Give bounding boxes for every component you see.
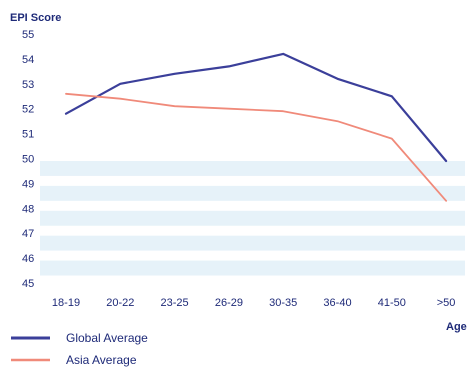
y-tick-label: 45 [22,278,34,290]
y-tick-label: 54 [22,54,34,66]
legend-label: Asia Average [66,353,137,367]
legend: Global Average Asia Average [11,331,148,367]
y-tick-labels: 45 46 47 48 49 50 51 52 53 54 55 [22,29,34,290]
grid-band [40,161,465,176]
x-tick-label: 36-40 [323,297,351,309]
x-tick-label: 20-22 [106,297,134,309]
series-line-asia-average [66,94,446,201]
y-tick-label: 47 [22,228,34,240]
y-tick-label: 55 [22,29,34,41]
grid-band [40,261,465,276]
y-axis-title: EPI Score [10,12,61,24]
series-lines [66,54,446,201]
grid-band [40,186,465,201]
y-tick-label: 48 [22,203,34,215]
x-tick-label: 18-19 [52,297,80,309]
y-tick-label: 49 [22,178,34,190]
grid-band [40,211,465,226]
y-tick-label: 46 [22,253,34,265]
x-tick-label: 26-29 [215,297,243,309]
x-tick-label: 30-35 [269,297,297,309]
legend-label: Global Average [66,331,148,345]
y-tick-label: 50 [22,154,34,166]
x-axis-title: Age [446,321,467,333]
x-tick-labels: 18-19 20-22 23-25 26-29 30-35 36-40 41-50 >50 [52,297,456,309]
x-tick-label: 23-25 [161,297,189,309]
x-tick-label: >50 [437,297,456,309]
grid-band [40,236,465,251]
x-tick-label: 41-50 [378,297,406,309]
grid-bands [40,161,465,276]
y-tick-label: 52 [22,104,34,116]
series-line-global-average [66,54,446,161]
y-tick-label: 51 [22,129,34,141]
y-tick-label: 53 [22,79,34,91]
